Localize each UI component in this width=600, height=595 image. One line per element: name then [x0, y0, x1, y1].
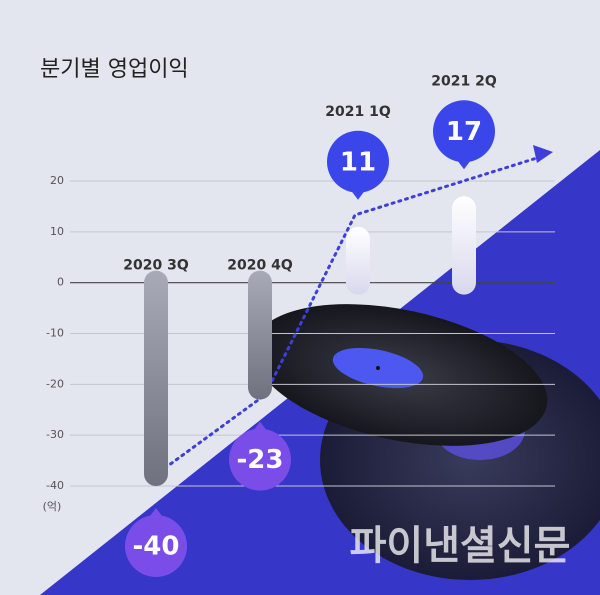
vinyl-hole: [376, 366, 380, 370]
category-label: 2020 4Q: [227, 258, 293, 274]
unit-label: (억): [43, 500, 62, 513]
y-tick-label: -30: [46, 428, 64, 441]
bar: [248, 270, 272, 400]
bubble: [433, 100, 495, 163]
y-tick-label: -10: [46, 327, 64, 340]
data-label: -23: [237, 445, 284, 475]
chart-title: 분기별 영업이익: [40, 57, 189, 82]
y-tick-label: 0: [57, 276, 64, 289]
bubble: [125, 515, 187, 577]
bar: [144, 270, 168, 486]
bubble: [229, 428, 291, 491]
y-tick-label: 20: [50, 174, 64, 187]
y-tick-label: -40: [46, 479, 64, 492]
data-label: 17: [446, 117, 482, 147]
watermark: 파이낸셜신문: [350, 523, 571, 569]
bar: [346, 226, 370, 295]
category-label: 2021 1Q: [325, 104, 391, 120]
data-label: 11: [340, 147, 376, 177]
bar: [452, 196, 476, 295]
data-label: -40: [133, 532, 180, 562]
y-tick-label: 10: [50, 225, 64, 238]
trend-line: [163, 155, 542, 470]
trend-arrow: [533, 145, 553, 163]
y-tick-label: -20: [46, 377, 64, 390]
category-label: 2021 2Q: [431, 73, 497, 89]
bubble: [327, 130, 389, 193]
plot: -40 2020 3Q -23 2020 4Q 11 2021 1Q 17 2021 2Q: [123, 73, 497, 577]
category-label: 2020 3Q: [123, 258, 189, 274]
